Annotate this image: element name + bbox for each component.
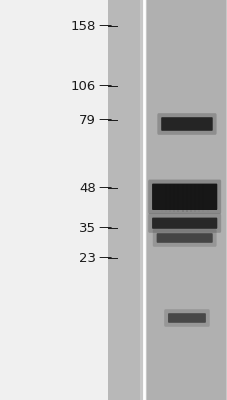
FancyBboxPatch shape — [148, 214, 220, 233]
Text: 23: 23 — [78, 252, 95, 264]
Text: —: — — [98, 20, 111, 32]
FancyBboxPatch shape — [156, 233, 212, 243]
FancyBboxPatch shape — [163, 309, 209, 327]
Text: —: — — [98, 80, 111, 92]
Text: —: — — [98, 114, 111, 126]
Bar — [146, 0, 225, 400]
Text: 48: 48 — [79, 182, 95, 194]
Text: —: — — [98, 252, 111, 264]
Bar — [108, 0, 140, 400]
Text: 106: 106 — [70, 80, 95, 92]
Text: 79: 79 — [79, 114, 95, 126]
Text: —: — — [98, 222, 111, 234]
FancyBboxPatch shape — [167, 313, 205, 323]
Text: 158: 158 — [70, 20, 95, 32]
FancyBboxPatch shape — [152, 229, 216, 247]
Bar — [0, 0, 108, 400]
Text: —: — — [98, 182, 111, 194]
FancyBboxPatch shape — [157, 113, 216, 135]
Text: 35: 35 — [78, 222, 95, 234]
FancyBboxPatch shape — [160, 117, 212, 131]
FancyBboxPatch shape — [151, 218, 216, 229]
FancyBboxPatch shape — [148, 180, 220, 214]
FancyBboxPatch shape — [151, 184, 216, 210]
